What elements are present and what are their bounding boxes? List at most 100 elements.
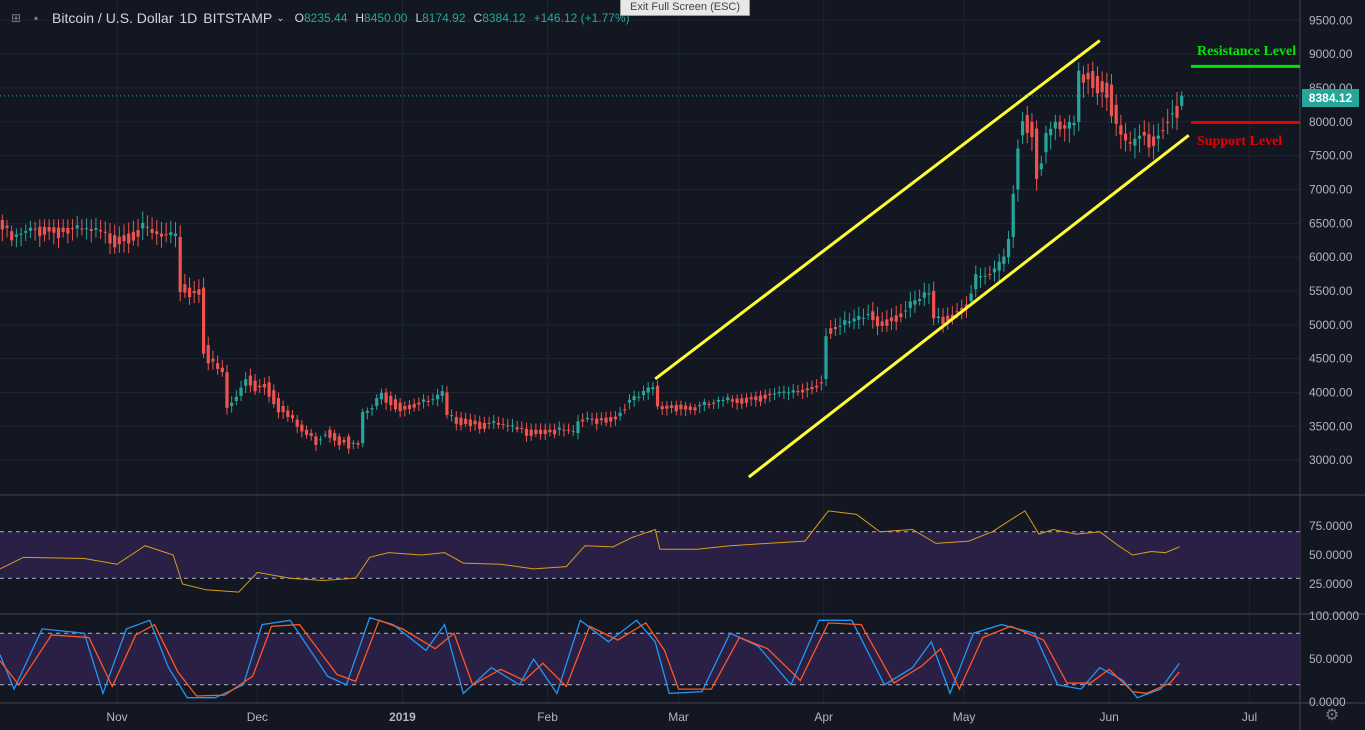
candle-body xyxy=(1077,70,1081,122)
candle-body xyxy=(510,425,515,427)
candle xyxy=(726,393,730,404)
candle-body xyxy=(309,433,313,437)
candle-body xyxy=(75,225,79,229)
price-tick-label: 9000.00 xyxy=(1309,47,1353,61)
candle-body xyxy=(599,418,603,421)
candle xyxy=(384,388,388,410)
candle xyxy=(903,301,908,319)
candle-body xyxy=(1180,95,1184,106)
candle-body xyxy=(1016,148,1020,190)
interval[interactable]: 1D xyxy=(179,10,198,26)
candle-body xyxy=(829,328,833,334)
candle xyxy=(286,405,290,422)
support-label: Support Level xyxy=(1197,134,1283,149)
candle xyxy=(389,391,393,412)
candle-body xyxy=(178,236,182,293)
candle xyxy=(468,413,472,432)
exit-fullscreen-button[interactable]: Exit Full Screen (ESC) xyxy=(620,0,750,16)
candle xyxy=(730,395,735,408)
candle-body xyxy=(627,399,632,403)
candle xyxy=(796,384,800,396)
candle xyxy=(225,364,229,415)
candle-body xyxy=(435,394,440,400)
candle xyxy=(684,401,688,417)
candle xyxy=(131,220,135,246)
candle xyxy=(412,398,416,412)
price-tick-label: 6000.00 xyxy=(1309,250,1353,264)
candle xyxy=(370,404,374,416)
candle xyxy=(1072,115,1076,136)
candle-body xyxy=(978,276,983,278)
candle xyxy=(1161,117,1165,140)
candle xyxy=(70,219,75,241)
candle-body xyxy=(913,300,917,305)
candle xyxy=(337,433,341,450)
chevron-down-icon[interactable]: ⌄ xyxy=(276,12,285,24)
candle xyxy=(421,394,426,409)
rsi-band xyxy=(0,531,1300,579)
candle xyxy=(187,277,192,305)
candle-body xyxy=(248,375,252,386)
candle-body xyxy=(1030,121,1034,138)
candle xyxy=(627,394,632,410)
candle xyxy=(529,423,533,441)
candle-body xyxy=(225,372,229,408)
candle-body xyxy=(389,395,393,406)
candle xyxy=(328,426,332,443)
candle xyxy=(89,219,93,243)
resistance-label: Resistance Level xyxy=(1197,44,1297,59)
candle-body xyxy=(983,275,987,277)
crosshair-icon[interactable]: ⊞ xyxy=(10,11,22,25)
candle-body xyxy=(1039,163,1043,170)
candle xyxy=(192,280,196,304)
candle xyxy=(1049,121,1053,150)
candle-body xyxy=(595,418,599,424)
candle xyxy=(538,423,543,440)
candle-body xyxy=(52,227,56,233)
candle xyxy=(290,410,295,423)
last-price-label: 8384.12 xyxy=(1302,89,1359,107)
candle-body xyxy=(1166,121,1170,123)
candle-body xyxy=(548,429,552,433)
grid xyxy=(0,0,1300,702)
candle xyxy=(880,312,884,333)
candle-body xyxy=(127,233,131,244)
candle xyxy=(665,401,669,416)
candle xyxy=(267,376,271,403)
candle-body xyxy=(501,424,505,426)
time-tick-label: Feb xyxy=(537,710,558,724)
candle-body xyxy=(1137,135,1142,139)
candle xyxy=(450,409,454,422)
candle-body xyxy=(885,319,889,326)
candle xyxy=(47,219,51,241)
candle xyxy=(244,372,248,394)
candle xyxy=(866,304,870,320)
time-tick-label: Jul xyxy=(1242,710,1257,724)
candle-body xyxy=(375,398,379,407)
gear-icon[interactable]: ⚙ xyxy=(1324,707,1340,724)
candle-body xyxy=(646,387,650,393)
ohlc-high: H8450.00 xyxy=(355,11,408,25)
candle xyxy=(815,379,819,393)
candle-body xyxy=(618,412,622,417)
candle xyxy=(744,393,749,408)
candle xyxy=(641,385,646,401)
candle xyxy=(295,414,299,433)
candle-body xyxy=(974,274,978,290)
symbol-name[interactable]: Bitcoin / U.S. Dollar xyxy=(52,10,174,26)
square-icon[interactable]: ▪ xyxy=(33,11,39,25)
candle xyxy=(1100,71,1104,108)
candle xyxy=(1166,108,1170,135)
candle-body xyxy=(1081,74,1086,83)
ohlc-low: L8174.92 xyxy=(415,11,466,25)
candle xyxy=(847,312,852,328)
candle xyxy=(623,403,627,415)
exchange[interactable]: BITSTAMP xyxy=(203,10,273,26)
candle-body xyxy=(576,421,580,434)
candle-body xyxy=(370,408,374,410)
candle-body xyxy=(333,433,337,441)
candle xyxy=(141,211,145,241)
candle xyxy=(66,219,70,244)
